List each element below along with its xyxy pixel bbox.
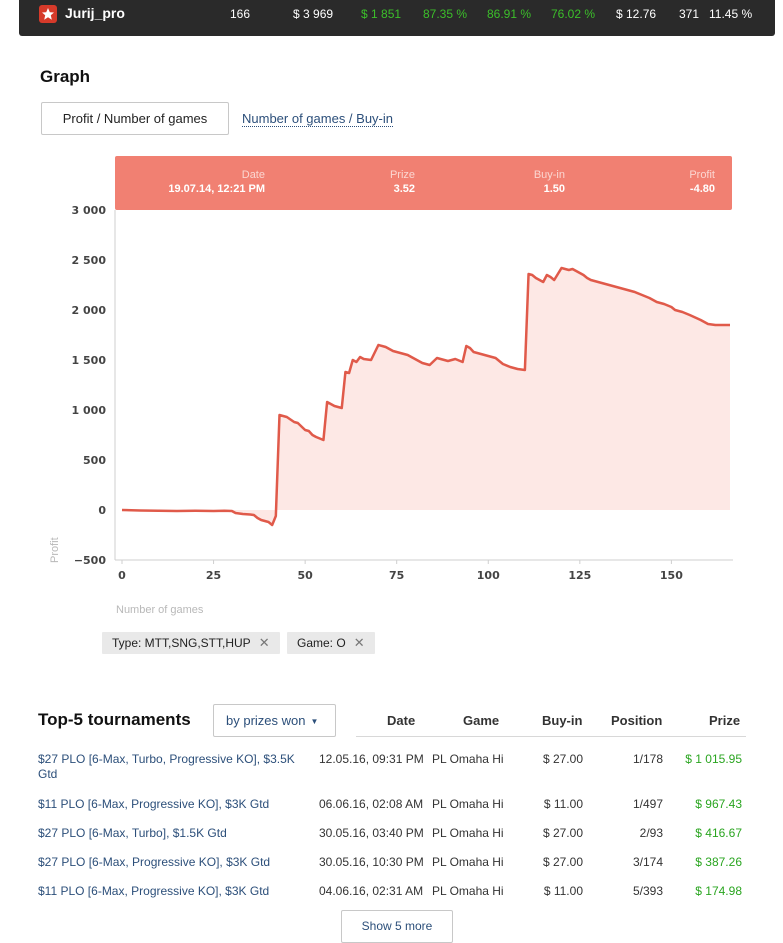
- y-tick-label: 500: [83, 454, 106, 467]
- row-position: 2/93: [639, 826, 663, 840]
- tournament-link[interactable]: $27 PLO [6-Max, Turbo, Progressive KO], …: [38, 752, 295, 781]
- row-game: PL Omaha Hi: [432, 752, 504, 766]
- x-tick-label: 0: [118, 569, 126, 582]
- row-date: 30.05.16, 10:30 PM: [319, 855, 424, 869]
- header-buyin[interactable]: Buy-in: [542, 713, 583, 728]
- stat-2: 86.91 %: [487, 7, 532, 21]
- y-tick-label: 1 000: [72, 404, 107, 417]
- y-tick-label: 1 500: [72, 354, 107, 367]
- row-game: PL Omaha Hi: [432, 855, 504, 869]
- row-date: 06.06.16, 02:08 AM: [319, 797, 424, 811]
- x-tick-label: 75: [389, 569, 404, 582]
- header-date[interactable]: Date: [387, 713, 416, 728]
- x-axis-title: Number of games: [116, 604, 204, 616]
- row-prize: $ 174.98: [695, 884, 742, 898]
- row-prize: $ 416.67: [695, 826, 742, 840]
- tooltip-profit: Profit -4.80: [689, 169, 715, 195]
- row-prize: $ 967.43: [695, 797, 742, 811]
- y-tick-label: 2 500: [72, 254, 107, 267]
- top-tournaments-title: Top-5 tournaments: [38, 710, 191, 729]
- filter-chip-label: Game: O: [297, 636, 346, 650]
- chevron-down-icon: ▼: [310, 717, 319, 727]
- tournament-link[interactable]: $11 PLO [6-Max, Progressive KO], $3K Gtd: [38, 797, 270, 811]
- y-tick-label: 2 000: [72, 304, 107, 317]
- row-date: 04.06.16, 02:31 AM: [319, 884, 424, 898]
- tournament-link[interactable]: $11 PLO [6-Max, Progressive KO], $3K Gtd: [38, 884, 270, 898]
- profit-line: [121, 266, 730, 527]
- row-game: PL Omaha Hi: [432, 797, 504, 811]
- filter-chip-game: Game: O ✕: [287, 632, 375, 654]
- x-tick-label: 50: [297, 569, 313, 582]
- header-game[interactable]: Game: [463, 713, 500, 728]
- tab-games-buyin[interactable]: Number of games / Buy-in: [242, 111, 394, 127]
- buyins-total: $ 3 969: [293, 7, 334, 21]
- x-tick-label: 150: [660, 569, 683, 582]
- row-date: 30.05.16, 03:40 PM: [319, 826, 424, 840]
- pct-value: 11.45 %: [709, 7, 753, 21]
- x-tick-label: 100: [477, 569, 500, 582]
- header-divider: [356, 736, 746, 737]
- stat-3: 76.02 %: [551, 7, 596, 21]
- profit-total: $ 1 851: [361, 7, 402, 21]
- row-buyin: $ 11.00: [543, 797, 583, 811]
- filter-chip-label: Type: MTT,SNG,STT,HUP: [112, 636, 251, 650]
- header-position[interactable]: Position: [611, 713, 663, 728]
- graph-title: Graph: [40, 67, 91, 86]
- tournament-link[interactable]: $27 PLO [6-Max, Progressive KO], $3K Gtd: [38, 855, 271, 869]
- row-buyin: $ 27.00: [542, 826, 583, 840]
- avg-value: $ 12.76: [616, 7, 657, 21]
- row-position: 1/497: [632, 797, 663, 811]
- row-prize: $ 1 015.95: [685, 752, 742, 766]
- games-count: 166: [230, 7, 251, 21]
- row-date: 12.05.16, 09:31 PM: [319, 752, 424, 766]
- filter-chip-type: Type: MTT,SNG,STT,HUP ✕: [102, 632, 280, 654]
- tooltip-date: Date 19.07.14, 12:21 PM: [168, 169, 265, 195]
- row-buyin: $ 11.00: [543, 884, 583, 898]
- count-value: 371: [679, 7, 700, 21]
- close-icon[interactable]: ✕: [353, 635, 365, 650]
- y-tick-label: 3 000: [72, 204, 107, 217]
- x-tick-label: 125: [568, 569, 591, 582]
- row-game: PL Omaha Hi: [432, 884, 504, 898]
- show-more-button[interactable]: Show 5 more: [341, 910, 453, 943]
- header-prize[interactable]: Prize: [709, 713, 741, 728]
- chart-tooltip: Date 19.07.14, 12:21 PM Prize 3.52 Buy-i…: [115, 156, 732, 210]
- stat-1: 87.35 %: [423, 7, 468, 21]
- y-tick-label: 0: [98, 504, 106, 517]
- sort-label: by prizes won: [226, 713, 306, 728]
- row-prize: $ 387.26: [695, 855, 742, 869]
- row-game: PL Omaha Hi: [432, 826, 504, 840]
- row-position: 3/174: [632, 855, 663, 869]
- row-position: 1/178: [632, 752, 663, 766]
- y-axis-title: Profit: [49, 537, 61, 563]
- pokerstars-logo-icon: [39, 5, 57, 23]
- profit-area: [122, 268, 730, 525]
- x-tick-label: 25: [206, 569, 221, 582]
- tournament-link[interactable]: $27 PLO [6-Max, Turbo], $1.5K Gtd: [38, 826, 227, 840]
- player-name[interactable]: Jurij_pro: [65, 5, 125, 21]
- tab-profit-games[interactable]: Profit / Number of games: [41, 102, 229, 135]
- sort-dropdown[interactable]: by prizes won ▼: [213, 704, 336, 737]
- player-summary-bar: Jurij_pro 166 $ 3 969 $ 1 851 87.35 % 86…: [19, 0, 775, 36]
- y-tick-label: −500: [74, 554, 107, 567]
- row-position: 5/393: [632, 884, 663, 898]
- row-buyin: $ 27.00: [542, 855, 583, 869]
- profit-chart: −500 0 500 1 000 1 500 2 000 2 500 3 000 0 25 50 75…: [49, 204, 733, 616]
- tooltip-prize: Prize 3.52: [389, 169, 415, 195]
- row-buyin: $ 27.00: [542, 752, 583, 766]
- close-icon[interactable]: ✕: [258, 635, 270, 650]
- tooltip-buyin: Buy-in 1.50: [533, 169, 565, 195]
